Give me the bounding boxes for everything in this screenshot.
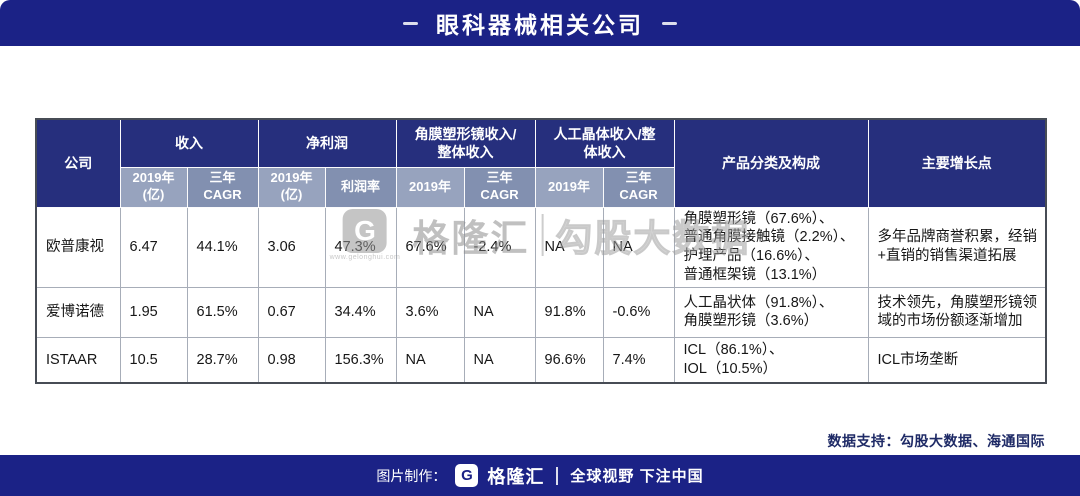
col-sub-iol-cagr: 三年 CAGR xyxy=(602,166,675,208)
growth-points-cell: 技术领先，角膜塑形镜领 域的市场份额逐渐增加 xyxy=(867,286,1047,338)
table-cell: -2.4% xyxy=(463,206,536,288)
title-left-dash xyxy=(403,21,418,25)
col-sub-profit-2019: 2019年 (亿) xyxy=(257,166,326,208)
col-group-net-profit: 净利润 xyxy=(257,118,397,168)
col-sub-revenue-2019: 2019年 (亿) xyxy=(119,166,188,208)
col-header-growth-points: 主要增长点 xyxy=(867,118,1047,208)
table-cell: NA xyxy=(534,206,604,288)
table-cell: 91.8% xyxy=(534,286,604,338)
product-mix-cell: 人工晶状体（91.8%）、 角膜塑形镜（3.6%） xyxy=(673,286,869,338)
company-name-cell: 欧普康视 xyxy=(35,206,121,288)
table-cell: 0.98 xyxy=(257,336,326,384)
data-support-note: 数据支持：勾股大数据、海通国际 xyxy=(827,433,1045,449)
table-cell: 61.5% xyxy=(186,286,259,338)
table-cell: NA xyxy=(463,336,536,384)
product-mix-cell: 角膜塑形镜（67.6%）、 普通角膜接触镜（2.2%）、 护理产品（16.6%）… xyxy=(673,206,869,288)
footer-bar: 图片制作： G 格隆汇 全球视野 下注中国 xyxy=(0,455,1080,496)
table-row-aibonuode: 爱博诺德 1.95 61.5% 0.67 34.4% 3.6% NA 91.8%… xyxy=(35,286,1047,338)
title-bar: 眼科器械相关公司 xyxy=(0,0,1080,46)
title-right-dash xyxy=(662,21,677,25)
col-sub-profit-margin: 利润率 xyxy=(324,166,397,208)
table-cell: NA xyxy=(602,206,675,288)
table-cell: 34.4% xyxy=(324,286,397,338)
table-cell: 7.4% xyxy=(602,336,675,384)
table-cell: -0.6% xyxy=(602,286,675,338)
col-sub-orthok-2019: 2019年 xyxy=(395,166,465,208)
col-sub-revenue-cagr: 三年 CAGR xyxy=(186,166,259,208)
growth-points-cell: ICL市场垄断 xyxy=(867,336,1047,384)
table-cell: 1.95 xyxy=(119,286,188,338)
companies-table: 公司 收入 净利润 角膜塑形镜收入/ 整体收入 人工晶体收入/整 体收入 产品分… xyxy=(35,118,1048,385)
table-cell: NA xyxy=(395,336,465,384)
table-cell: 3.6% xyxy=(395,286,465,338)
table-cell: 3.06 xyxy=(257,206,326,288)
table-cell: 156.3% xyxy=(324,336,397,384)
company-name-cell: 爱博诺德 xyxy=(35,286,121,338)
footer-slogan: 全球视野 下注中国 xyxy=(570,468,704,485)
col-group-revenue: 收入 xyxy=(119,118,259,168)
table-cell: 28.7% xyxy=(186,336,259,384)
col-sub-iol-2019: 2019年 xyxy=(534,166,604,208)
table-cell: 10.5 xyxy=(119,336,188,384)
table-cell: 47.3% xyxy=(324,206,397,288)
col-header-company: 公司 xyxy=(35,118,121,208)
page-title: 眼科器械相关公司 xyxy=(436,12,644,38)
table-cell: 6.47 xyxy=(119,206,188,288)
gelonghui-logo-icon: G xyxy=(455,464,479,487)
product-mix-cell: ICL（86.1%）、 IOL（10.5%） xyxy=(673,336,869,384)
content-area: 公司 收入 净利润 角膜塑形镜收入/ 整体收入 人工晶体收入/整 体收入 产品分… xyxy=(0,46,1080,455)
table-cell: 96.6% xyxy=(534,336,604,384)
growth-points-cell: 多年品牌商誉积累，经销 +直销的销售渠道拓展 xyxy=(867,206,1047,288)
col-sub-orthok-cagr: 三年 CAGR xyxy=(463,166,536,208)
table-cell: 67.6% xyxy=(395,206,465,288)
footer-divider xyxy=(556,466,559,485)
table-cell: NA xyxy=(463,286,536,338)
col-group-ortho-k-revenue-ratio: 角膜塑形镜收入/ 整体收入 xyxy=(395,118,536,168)
table-header-row-groups: 公司 收入 净利润 角膜塑形镜收入/ 整体收入 人工晶体收入/整 体收入 产品分… xyxy=(35,118,1047,208)
company-name-cell: ISTAAR xyxy=(35,336,121,384)
table-cell: 0.67 xyxy=(257,286,326,338)
footer-brand: 格隆汇 xyxy=(487,466,545,487)
col-header-product-mix: 产品分类及构成 xyxy=(673,118,869,208)
col-group-iol-revenue-ratio: 人工晶体收入/整 体收入 xyxy=(534,118,675,168)
table-cell: 44.1% xyxy=(186,206,259,288)
table-header-row-subs: 2019年 (亿) 三年 CAGR 2019年 (亿) 利润率 2019年 三年… xyxy=(36,166,1046,208)
table-row-oupukangshi: 欧普康视 6.47 44.1% 3.06 47.3% 67.6% -2.4% N… xyxy=(35,206,1047,288)
table-row-istaar: ISTAAR 10.5 28.7% 0.98 156.3% NA NA 96.6… xyxy=(35,336,1047,384)
footer-made-by-label: 图片制作： xyxy=(376,467,447,484)
